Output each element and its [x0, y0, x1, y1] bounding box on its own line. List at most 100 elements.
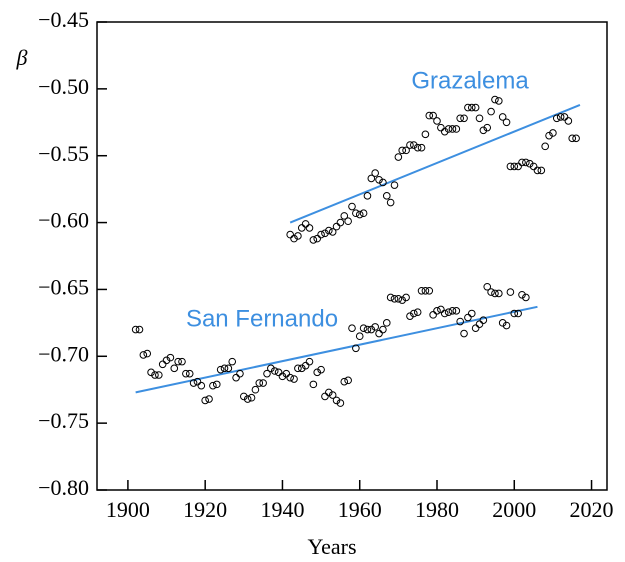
data-point [352, 209, 360, 218]
data-point [367, 174, 376, 183]
y-tick-label: −0.65 [38, 274, 89, 299]
data-point [155, 371, 163, 379]
data-point [572, 134, 580, 143]
data-point [448, 307, 457, 315]
x-tick-label: 2020 [570, 497, 614, 522]
data-point [228, 357, 237, 366]
data-point [382, 192, 391, 200]
data-point [359, 209, 368, 218]
data-point [525, 159, 534, 168]
data-point [205, 395, 213, 403]
data-point [456, 317, 464, 326]
data-point [495, 97, 503, 105]
data-point [498, 113, 507, 121]
data-point [317, 365, 325, 374]
data-point [502, 321, 511, 330]
data-point [336, 399, 345, 407]
data-point [413, 143, 422, 152]
data-point [359, 324, 368, 333]
data-point [309, 380, 318, 389]
data-point [232, 373, 240, 382]
data-point [460, 114, 468, 123]
y-tick-label: −0.80 [38, 475, 89, 500]
data-point [143, 349, 152, 358]
data-point [174, 357, 182, 366]
data-point [413, 308, 422, 316]
data-point [348, 324, 356, 333]
data-point [224, 364, 233, 373]
data-point [379, 325, 387, 334]
data-point [495, 289, 503, 298]
data-point [471, 324, 480, 333]
x-tick-label: 1920 [183, 497, 227, 522]
data-point [178, 357, 186, 366]
data-point [433, 307, 441, 315]
data-point [541, 142, 549, 151]
data-point [201, 396, 209, 405]
data-point [475, 320, 484, 328]
data-point [348, 202, 356, 211]
trend-line [289, 103, 581, 224]
data-point [185, 369, 194, 378]
data-point [290, 234, 298, 243]
data-point [274, 368, 283, 377]
data-point [452, 125, 461, 133]
data-point [545, 131, 553, 140]
data-point [429, 111, 437, 120]
data-point [325, 388, 333, 397]
data-point [236, 369, 244, 378]
data-point [375, 175, 383, 184]
data-point [460, 329, 468, 338]
series-label: Grazalema [411, 67, 529, 94]
data-point [406, 141, 414, 149]
data-point [321, 229, 329, 238]
data-point [340, 212, 349, 220]
data-point [467, 309, 476, 318]
y-tick-label: −0.45 [38, 7, 89, 32]
data-point [135, 325, 144, 334]
data-point [552, 114, 561, 123]
data-point [491, 95, 499, 104]
data-point [464, 313, 472, 322]
data-point [286, 230, 294, 239]
data-point [483, 282, 492, 291]
data-point [332, 222, 341, 231]
data-point [471, 103, 480, 112]
data-point [220, 364, 229, 373]
data-point [301, 220, 310, 228]
data-point [529, 162, 538, 171]
data-point [344, 376, 352, 385]
data-point [332, 396, 341, 405]
y-tick-label: −0.70 [38, 341, 89, 366]
data-point [487, 288, 495, 296]
x-tick-label: 2000 [492, 497, 536, 522]
data-point [321, 392, 329, 401]
data-point [355, 332, 364, 341]
data-point [479, 126, 488, 135]
data-point [243, 395, 252, 403]
data-point [371, 169, 379, 177]
data-point [251, 385, 260, 394]
data-point [556, 113, 565, 121]
data-point [294, 364, 302, 373]
data-point [518, 158, 526, 167]
data-point [560, 113, 569, 121]
data-point [502, 118, 511, 127]
data-point [151, 371, 159, 379]
data-point [282, 369, 291, 378]
data-point [440, 127, 449, 136]
data-point [394, 153, 403, 161]
data-point [328, 228, 337, 236]
data-point [325, 226, 333, 235]
data-point [402, 293, 410, 302]
data-point [340, 377, 349, 386]
y-tick-label: −0.75 [38, 408, 89, 433]
data-point [309, 236, 318, 244]
data-point [410, 141, 418, 149]
data-point [170, 364, 179, 373]
data-point [363, 325, 372, 334]
data-point [410, 309, 418, 318]
data-point [267, 364, 275, 373]
data-point [382, 319, 391, 327]
